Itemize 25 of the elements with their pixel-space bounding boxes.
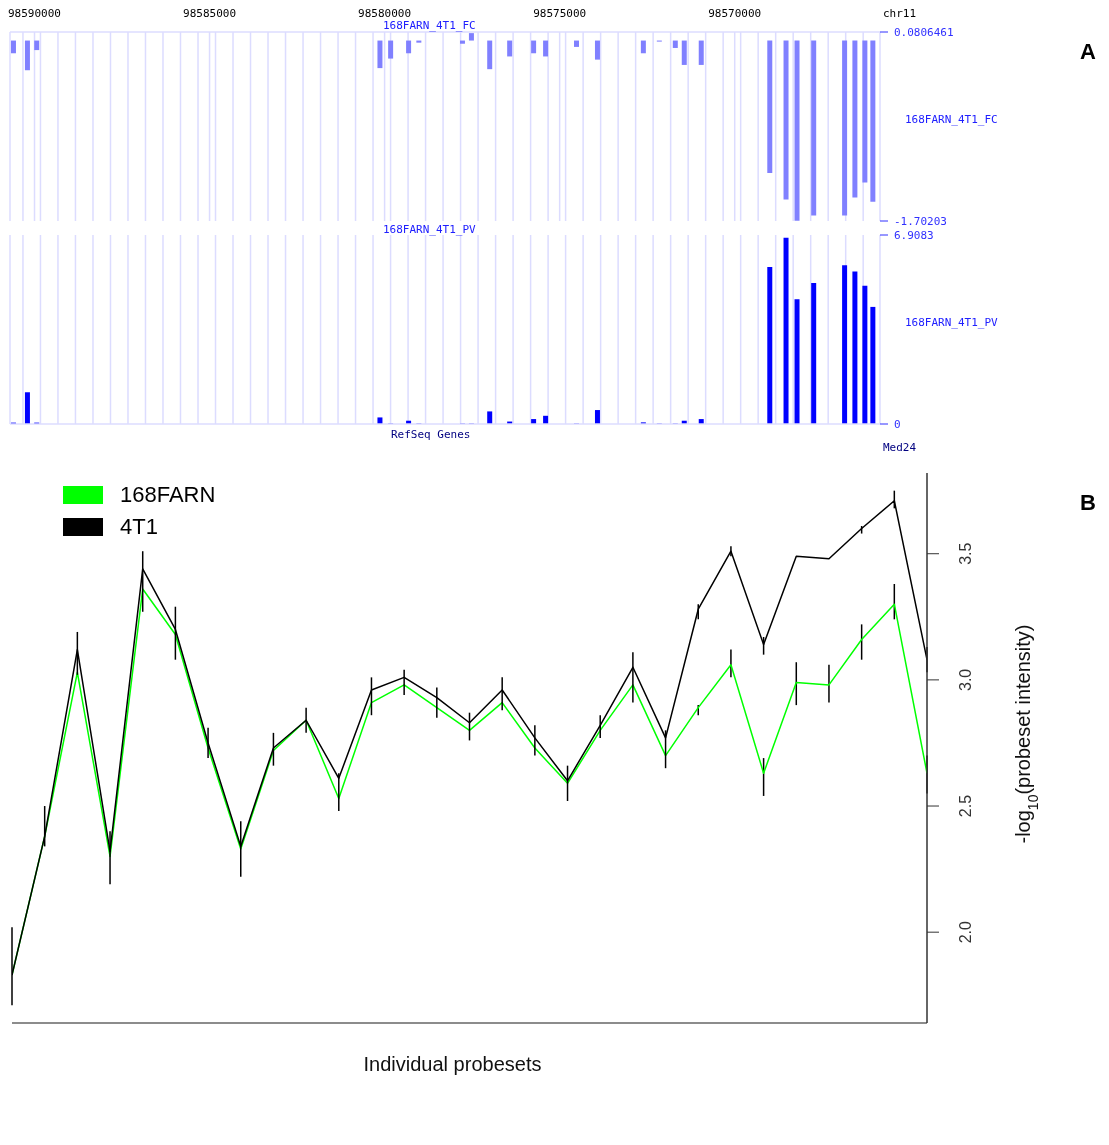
x-tick-label: 98580000 [358,7,412,20]
x-tick-label: 98585000 [183,7,237,20]
text: RefSeq Genes [391,428,471,442]
text: B [1080,490,1096,516]
y-tick-label: 0.0806461 [894,26,954,39]
legend-label: 168FARN [120,482,216,508]
y-tick-label: 3.5 [957,542,974,565]
text: Med24 [883,441,917,455]
y-tick-label: 0 [894,418,901,431]
y-tick-label: 2.5 [957,794,974,818]
y-axis-title: 168FARN_4T1_PV [905,316,998,329]
y-tick-label: 6.9083 [894,229,934,242]
x-tick-label: 98575000 [533,7,587,20]
legend-label: 4T1 [120,514,158,540]
y-tick-label: 2.0 [957,920,974,944]
chart-title: 168FARN_4T1_FC [383,19,476,32]
x-axis-title: Individual probesets [363,1053,542,1075]
chart-title: 168FARN_4T1_PV [383,223,476,236]
text: A [1080,39,1096,65]
y-axis-title: 168FARN_4T1_FC [905,113,998,126]
y-tick-label: -1.70203 [894,215,947,228]
y-tick-label: 3.0 [957,668,974,692]
text: chr11 [883,7,917,21]
x-tick-label: 98570000 [708,7,762,20]
x-tick-label: 98590000 [8,7,61,20]
